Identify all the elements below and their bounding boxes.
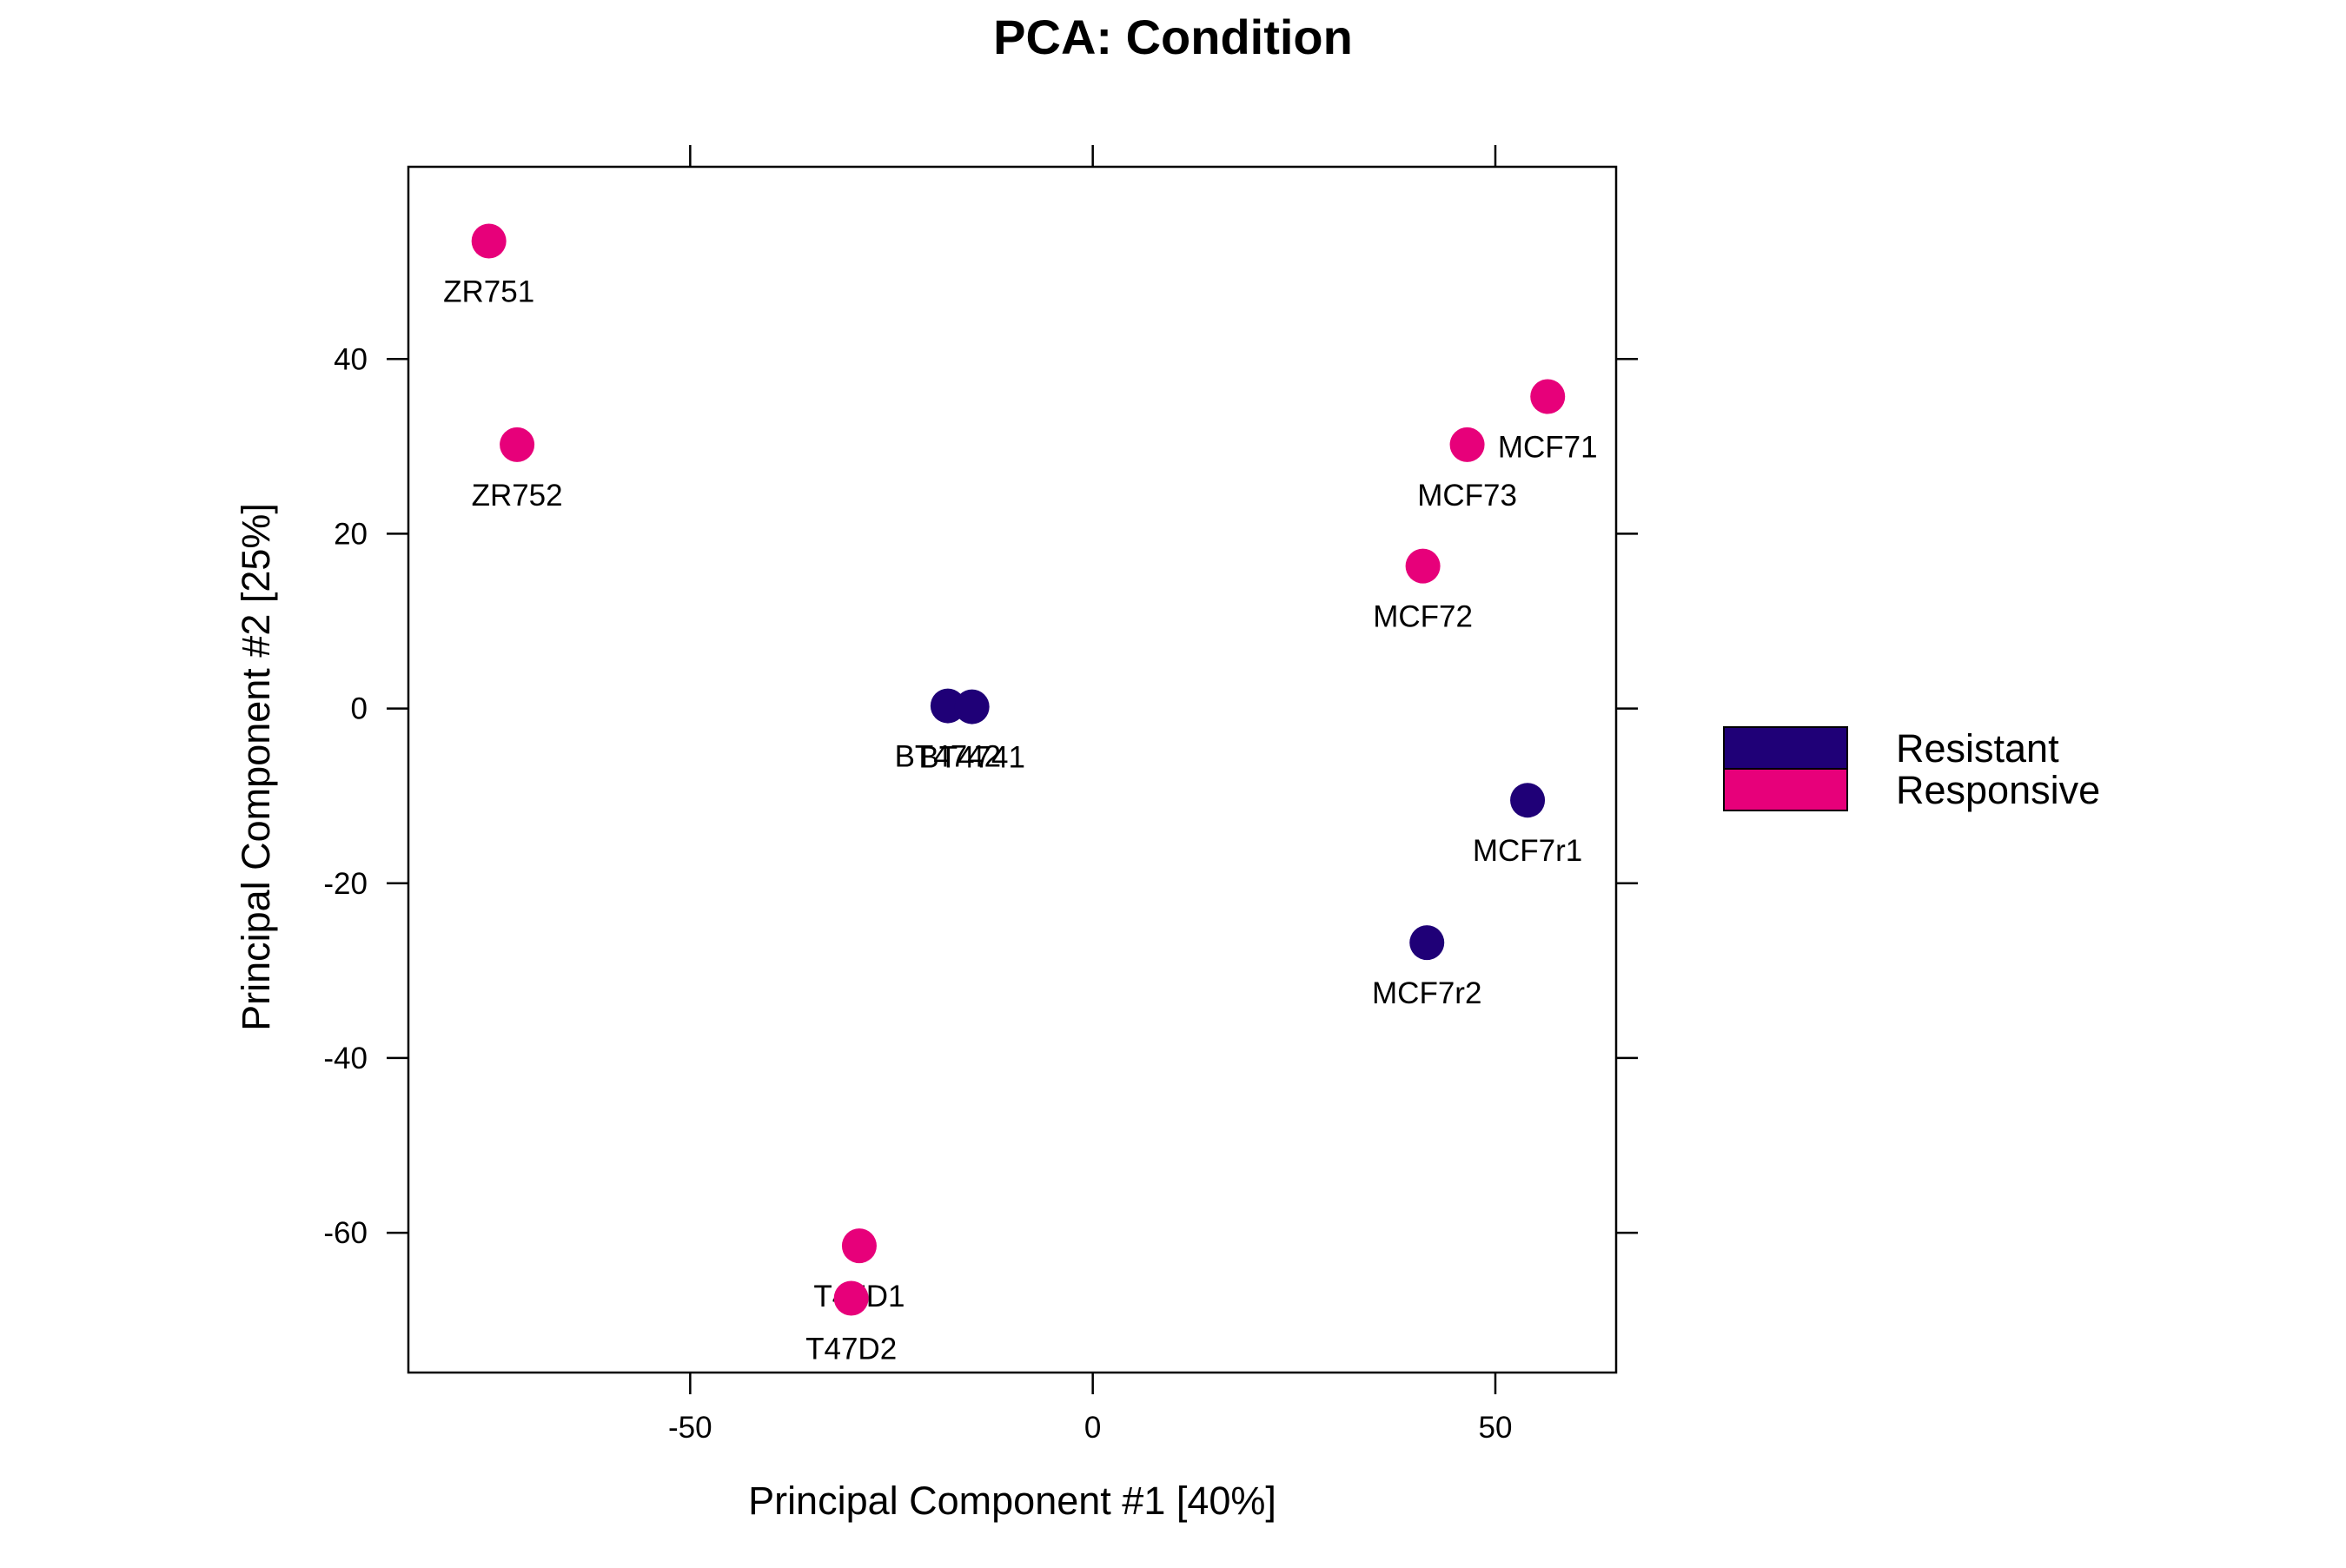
data-point bbox=[1405, 548, 1441, 584]
legend-swatch bbox=[1723, 768, 1848, 811]
point-label: MCF7r1 bbox=[1473, 834, 1582, 868]
data-point bbox=[833, 1280, 869, 1316]
data-point bbox=[1530, 379, 1566, 414]
legend-label: Responsive bbox=[1896, 768, 2100, 812]
legend-label: Resistant bbox=[1896, 726, 2059, 771]
x-axis-label: Principal Component #1 [40%] bbox=[748, 1479, 1276, 1523]
data-point bbox=[1449, 427, 1485, 462]
point-label: MCF7r2 bbox=[1372, 976, 1481, 1010]
chart-title: PCA: Condition bbox=[993, 10, 1353, 64]
y-tick-label: -60 bbox=[323, 1216, 368, 1250]
legend-swatch bbox=[1723, 726, 1848, 770]
data-point bbox=[500, 427, 535, 462]
point-label: MCF71 bbox=[1498, 431, 1598, 465]
x-tick-label: 50 bbox=[1479, 1411, 1513, 1445]
data-point bbox=[1409, 925, 1445, 961]
plot-frame bbox=[407, 165, 1618, 1374]
x-tick-label: 0 bbox=[1084, 1411, 1101, 1445]
point-label: BT4742 bbox=[895, 740, 1002, 774]
data-point bbox=[1510, 783, 1546, 818]
y-tick-label: 20 bbox=[334, 517, 368, 551]
y-axis-label: Principal Component #2 [25%] bbox=[234, 503, 278, 1031]
x-tick-label: -50 bbox=[668, 1411, 712, 1445]
data-point bbox=[471, 223, 507, 259]
point-label: ZR751 bbox=[443, 275, 534, 308]
y-tick-label: 0 bbox=[351, 692, 368, 726]
point-label: ZR752 bbox=[472, 479, 563, 513]
point-label: T47D2 bbox=[805, 1333, 897, 1366]
point-label: MCF73 bbox=[1417, 479, 1517, 513]
y-tick-label: 40 bbox=[334, 342, 368, 376]
data-point bbox=[954, 689, 990, 724]
point-label: BT4741 bbox=[918, 741, 1025, 775]
data-point bbox=[841, 1228, 877, 1264]
y-tick-label: -40 bbox=[323, 1042, 368, 1075]
axis-ticks: -50 0 50 -60 -40 -20 0 20 40 bbox=[323, 145, 1638, 1445]
point-label: MCF72 bbox=[1373, 600, 1473, 634]
y-tick-label: -20 bbox=[323, 867, 368, 901]
